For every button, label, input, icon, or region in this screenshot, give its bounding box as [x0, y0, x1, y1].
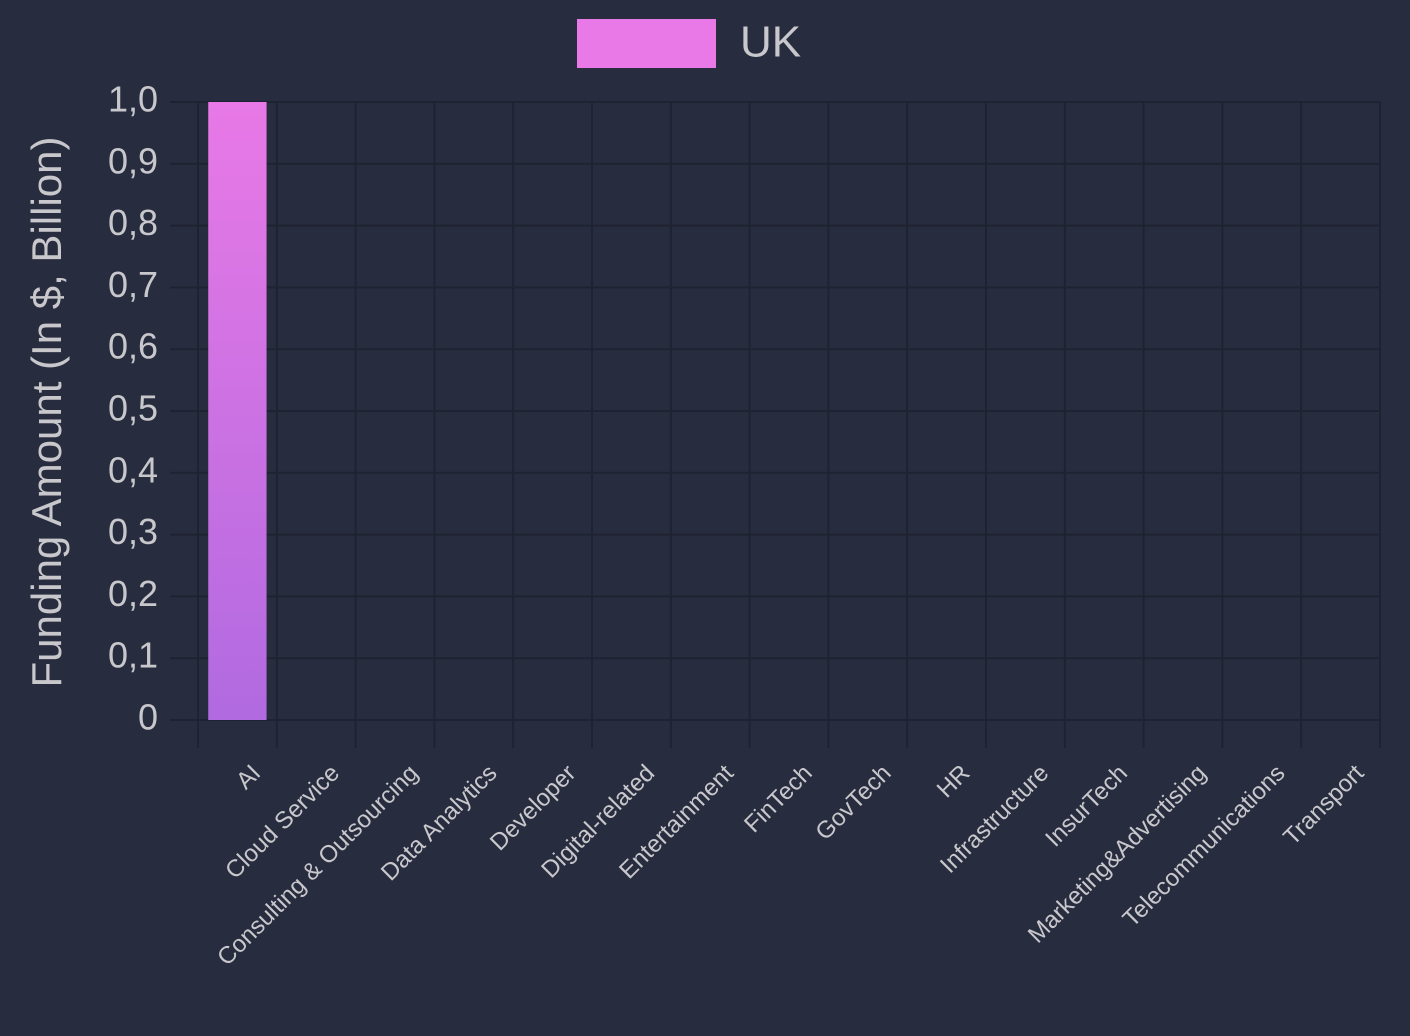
y-tick-label: 0,8: [108, 202, 158, 243]
y-tick-label: 0,1: [108, 635, 158, 676]
y-tick-label: 0,7: [108, 264, 158, 305]
y-tick-label: 1,0: [108, 79, 158, 120]
legend-label: UK: [740, 18, 801, 67]
y-tick-label: 0,2: [108, 573, 158, 614]
y-tick-label: 0,3: [108, 511, 158, 552]
legend-swatch: [577, 19, 716, 68]
y-tick-label: 0,6: [108, 326, 158, 367]
y-tick-label: 0: [138, 697, 158, 738]
y-tick-label: 0,4: [108, 449, 158, 490]
y-tick-label: 0,9: [108, 140, 158, 181]
y-tick-label: 0,5: [108, 388, 158, 429]
y-axis-title: Funding Amount (In $, Billion): [23, 137, 70, 688]
bar: [208, 102, 267, 720]
